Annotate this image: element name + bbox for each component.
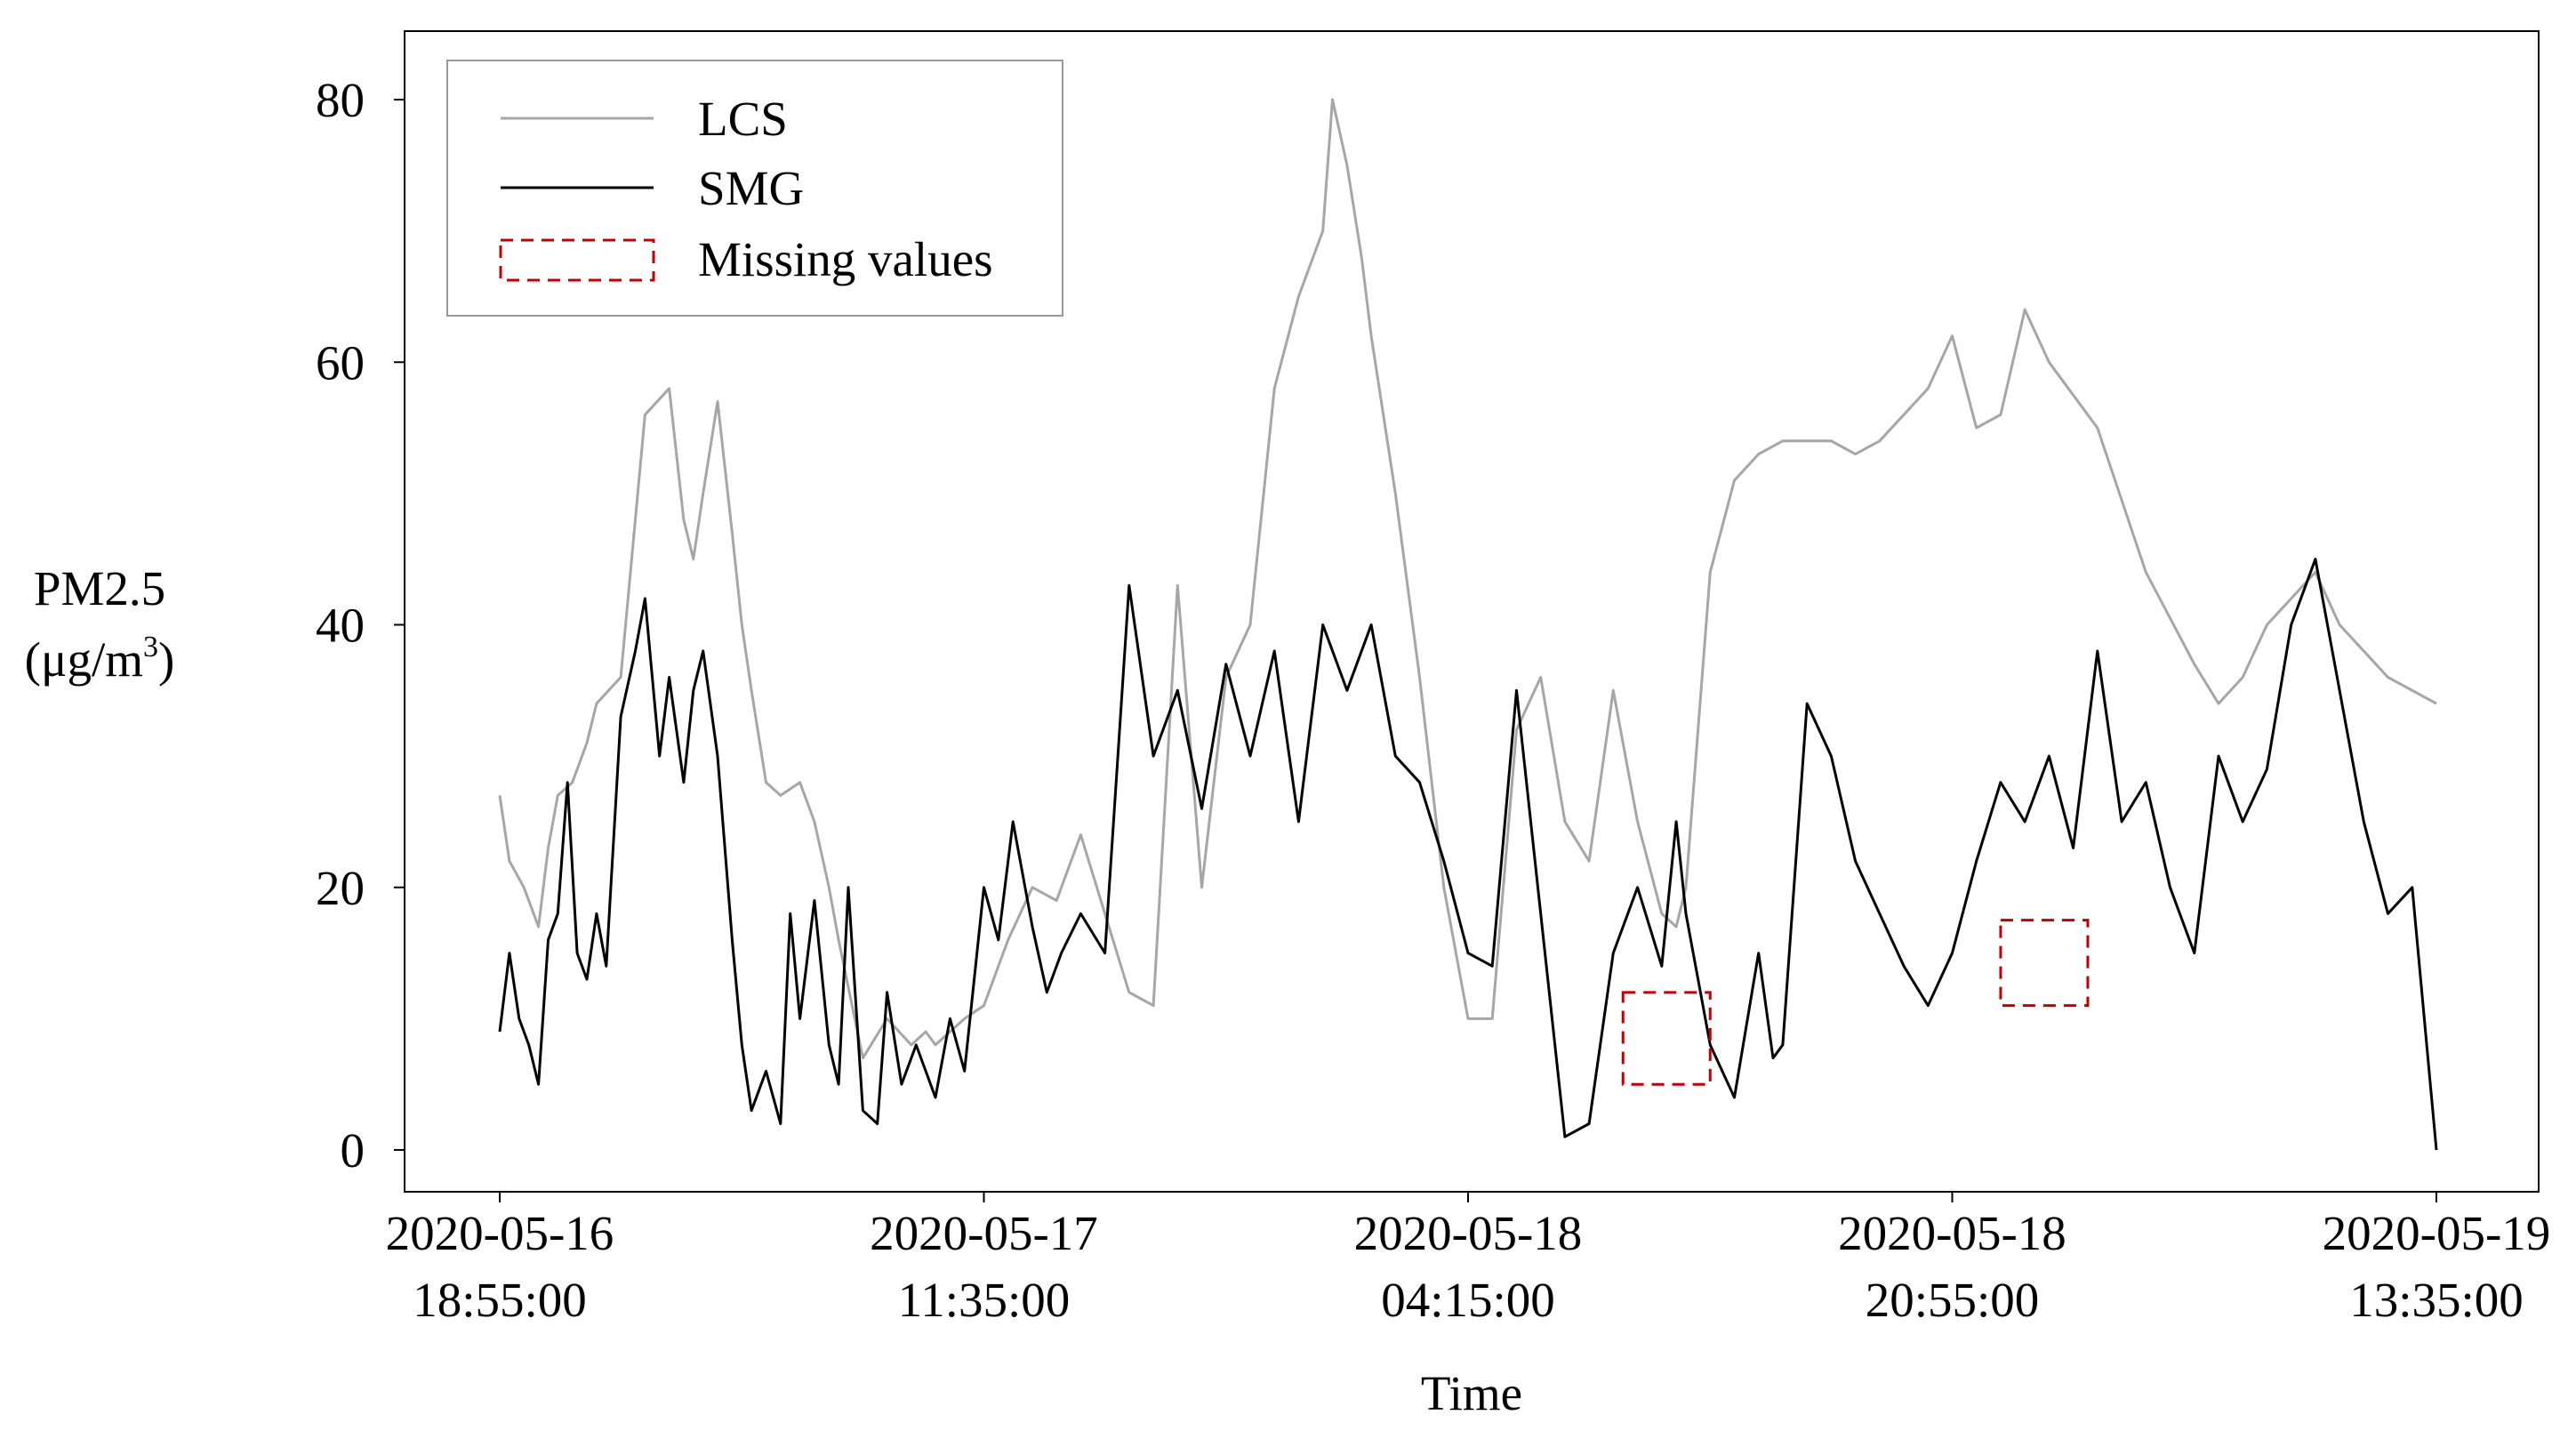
y-axis-title-unit-prefix: (μg/m: [25, 632, 143, 687]
series-layer: [498, 98, 2438, 1151]
y-tick-label: 80: [316, 73, 365, 127]
missing-values-layer: [1621, 919, 2090, 1086]
x-tick-label-time: 18:55:00: [413, 1273, 587, 1327]
missing-values-box: [1621, 991, 1712, 1086]
missing-values-box: [1999, 919, 2090, 1008]
y-tick-label: 60: [316, 335, 365, 390]
legend-label-smg: SMG: [698, 161, 804, 215]
y-axis-title-line1: PM2.5: [34, 561, 165, 615]
y-tick-label: 20: [316, 861, 365, 915]
x-tick-label-time: 20:55:00: [1866, 1273, 2040, 1327]
x-axis: 2020-05-16 18:55:00 2020-05-17 11:35:00 2020…: [386, 1192, 2551, 1327]
x-tick-label-time: 04:15:00: [1381, 1273, 1555, 1327]
y-tick-label: 0: [341, 1123, 365, 1178]
legend-label-lcs: LCS: [698, 92, 788, 146]
legend-swatch-missing-values: [499, 238, 655, 282]
x-tick-label-time: 13:35:00: [2349, 1273, 2524, 1327]
x-axis-title: Time: [1421, 1366, 1522, 1420]
x-tick-label-date: 2020-05-16: [386, 1206, 614, 1260]
y-axis-title-line2: (μg/m3): [25, 631, 175, 687]
series-line-lcs: [498, 98, 2437, 1060]
y-axis: 0 20 40 60 80: [316, 73, 405, 1178]
series-line-smg: [498, 558, 2438, 1151]
x-tick-label-time: 11:35:00: [898, 1273, 1071, 1327]
y-tick-label: 40: [316, 599, 365, 653]
legend-label-missing-values: Missing values: [698, 232, 993, 286]
y-axis-title-unit-suffix: ): [158, 632, 174, 687]
x-tick-label-date: 2020-05-17: [870, 1206, 1098, 1260]
x-tick-label-date: 2020-05-19: [2323, 1206, 2551, 1260]
plot-area-frame: [404, 30, 2540, 1193]
x-tick-label-date: 2020-05-18: [1354, 1206, 1583, 1260]
y-axis-title-unit-superscript: 3: [143, 631, 158, 663]
legend: LCS SMG Missing values: [446, 60, 1063, 317]
x-tick-label-date: 2020-05-18: [1838, 1206, 2066, 1260]
